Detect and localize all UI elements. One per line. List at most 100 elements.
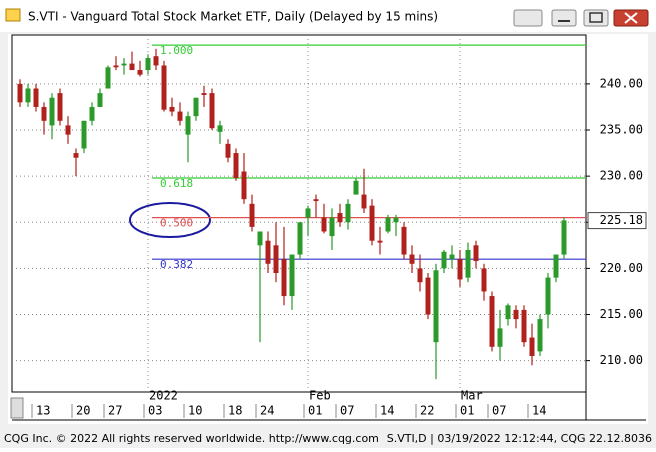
y-tick-label: 215.00 (600, 307, 643, 321)
x-tick-label: 07 (340, 404, 354, 418)
x-tick-label: 18 (228, 404, 242, 418)
candle-body (425, 277, 431, 315)
candle-body (561, 220, 567, 255)
candle-body (449, 254, 455, 260)
candle-body (137, 70, 143, 75)
candle-body (545, 277, 551, 315)
candle-body (249, 203, 255, 227)
candle-body (297, 222, 303, 255)
candle-body (473, 245, 479, 262)
maximize-icon (589, 12, 603, 23)
fib-label: 0.382 (160, 258, 193, 271)
title-bar (0, 0, 656, 32)
scroll-handle[interactable] (10, 397, 24, 419)
candle-body (121, 63, 127, 66)
candle-body (481, 268, 487, 292)
month-label: 2022 (149, 389, 178, 403)
x-tick-label: 27 (108, 404, 122, 418)
candle-body (73, 153, 79, 158)
candle-body (289, 254, 295, 297)
candle-body (65, 125, 71, 135)
candle-body (377, 240, 383, 243)
x-tick-label: 20 (76, 404, 90, 418)
y-tick-label: 210.00 (600, 353, 643, 367)
footer-right: S.VTI,D | 03/19/2022 12:12:44, CQG 22.12… (387, 432, 652, 445)
candle-body (521, 309, 527, 343)
candle-body (305, 208, 311, 218)
candle-body (49, 97, 55, 126)
link-button[interactable] (513, 9, 543, 27)
candle-body (105, 67, 111, 89)
candle-body (329, 217, 335, 237)
close-icon (624, 12, 638, 24)
x-tick-label: 14 (532, 404, 546, 418)
y-tick-label: 220.00 (600, 261, 643, 275)
fib-label: 1.000 (160, 44, 193, 57)
y-tick-label: 240.00 (600, 76, 643, 90)
x-tick-label: 07 (492, 404, 506, 418)
candle-body (17, 83, 23, 103)
footer-left: CQG Inc. © 2022 All rights reserved worl… (4, 432, 379, 445)
candle-body (217, 125, 223, 132)
annotation-ellipse (129, 202, 211, 238)
candle-body (369, 205, 375, 241)
candle-body (537, 319, 543, 352)
candle-body (409, 254, 415, 264)
candle-body (57, 93, 63, 121)
window-title: S.VTI - Vanguard Total Stock Market ETF,… (28, 10, 438, 24)
x-tick-label: 13 (36, 404, 50, 418)
x-tick-label: 03 (148, 404, 162, 418)
candle-body (553, 254, 559, 278)
candle-body (393, 217, 399, 223)
candle-body (233, 153, 239, 178)
x-tick-label: 01 (460, 404, 474, 418)
y-tick-label: 230.00 (600, 169, 643, 183)
candle-body (193, 97, 199, 117)
x-tick-label: 01 (308, 404, 322, 418)
candle-body (81, 120, 87, 149)
month-label: Feb (309, 389, 331, 403)
candle-body (529, 337, 535, 357)
candle-body (33, 88, 39, 107)
candle-body (41, 106, 47, 121)
candle-body (225, 143, 231, 158)
candle-body (489, 296, 495, 347)
month-label: Mar (461, 389, 483, 403)
candle-body (89, 106, 95, 121)
candle-body (513, 309, 519, 320)
candle-body (25, 88, 31, 103)
candle-body (281, 259, 287, 297)
x-tick-label: 14 (380, 404, 394, 418)
window-icon (5, 8, 21, 22)
candle-body (177, 111, 183, 121)
candle-body (201, 93, 207, 95)
candle-body (265, 240, 271, 264)
candle-body (321, 217, 327, 232)
candle-body (401, 226, 407, 255)
x-tick-label: 22 (420, 404, 434, 418)
chart-area (8, 34, 648, 424)
minimize-button[interactable] (551, 9, 577, 27)
fib-label: 0.618 (160, 177, 193, 190)
candle-body (113, 65, 119, 68)
x-tick-label: 24 (260, 404, 274, 418)
candle-body (385, 217, 391, 232)
last-value-label: 225.18 (600, 213, 643, 227)
candle-body (465, 249, 471, 278)
y-tick-label: 235.00 (600, 123, 643, 137)
candle-body (457, 259, 463, 280)
candle-body (345, 203, 351, 223)
candle-body (153, 56, 159, 66)
candle-body (273, 245, 279, 273)
candle-body (361, 194, 367, 209)
candle-body (497, 328, 503, 347)
candle-body (145, 58, 151, 71)
candle-body (169, 106, 175, 112)
candle-body (257, 231, 263, 246)
candle-body (353, 180, 359, 195)
candle-body (313, 199, 319, 202)
candle-body (161, 65, 167, 110)
candle-body (505, 305, 511, 320)
candle-body (185, 116, 191, 135)
